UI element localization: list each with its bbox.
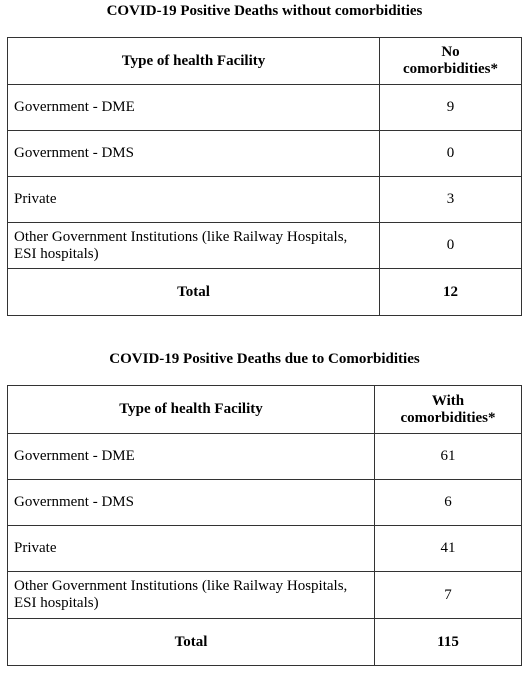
- facility-cell: Other Government Institutions (like Rail…: [7, 571, 375, 619]
- total-label: Total: [7, 618, 375, 666]
- data-table: Type of health Facility With comorbiditie…: [7, 385, 522, 666]
- total-row: Total 12: [7, 268, 522, 316]
- data-row: Private 41: [7, 525, 522, 572]
- total-count: 115: [374, 618, 522, 666]
- count-cell: 0: [379, 222, 522, 269]
- facility-cell: Private: [7, 525, 375, 572]
- data-row: Government - DME 9: [7, 84, 522, 131]
- count-cell: 6: [374, 479, 522, 526]
- header-cell: Type of health Facility: [7, 37, 380, 85]
- header-cell: With comorbidities*: [374, 385, 522, 434]
- header-cell: Type of health Facility: [7, 385, 375, 434]
- header-row: Type of health Facility No comorbidities*: [7, 37, 522, 85]
- section-title: COVID-19 Positive Deaths due to Comorbid…: [109, 351, 420, 367]
- count-cell: 7: [374, 571, 522, 619]
- facility-cell: Government - DME: [7, 84, 380, 131]
- data-row: Government - DMS 0: [7, 130, 522, 177]
- header-text: No comorbidities*: [403, 44, 498, 77]
- header-text: Type of health Facility: [121, 52, 266, 69]
- data-table: Type of health Facility No comorbidities*…: [7, 37, 522, 316]
- count-cell: 9: [379, 84, 522, 131]
- count-cell: 0: [379, 130, 522, 177]
- total-row: Total 115: [7, 618, 522, 666]
- count-cell: 61: [374, 433, 522, 480]
- total-count: 12: [379, 268, 522, 316]
- data-row: Other Government Institutions (like Rail…: [7, 571, 522, 619]
- header-row: Type of health Facility With comorbiditie…: [7, 385, 522, 434]
- facility-cell: Other Government Institutions (like Rail…: [7, 222, 380, 269]
- count-cell: 3: [379, 176, 522, 223]
- count-cell: 41: [374, 525, 522, 572]
- data-row: Government - DMS 6: [7, 479, 522, 526]
- facility-cell: Private: [7, 176, 380, 223]
- data-row: Private 3: [7, 176, 522, 223]
- facility-cell: Government - DME: [7, 433, 375, 480]
- header-text: With comorbidities*: [400, 392, 496, 426]
- section-title: COVID-19 Positive Deaths without comorbi…: [106, 3, 423, 19]
- data-row: Other Government Institutions (like Rail…: [7, 222, 522, 269]
- header-text: Type of health Facility: [119, 401, 263, 417]
- data-row: Government - DME 61: [7, 433, 522, 480]
- total-label: Total: [7, 268, 380, 316]
- facility-cell: Government - DMS: [7, 130, 380, 177]
- header-cell: No comorbidities*: [379, 37, 522, 85]
- facility-cell: Government - DMS: [7, 479, 375, 526]
